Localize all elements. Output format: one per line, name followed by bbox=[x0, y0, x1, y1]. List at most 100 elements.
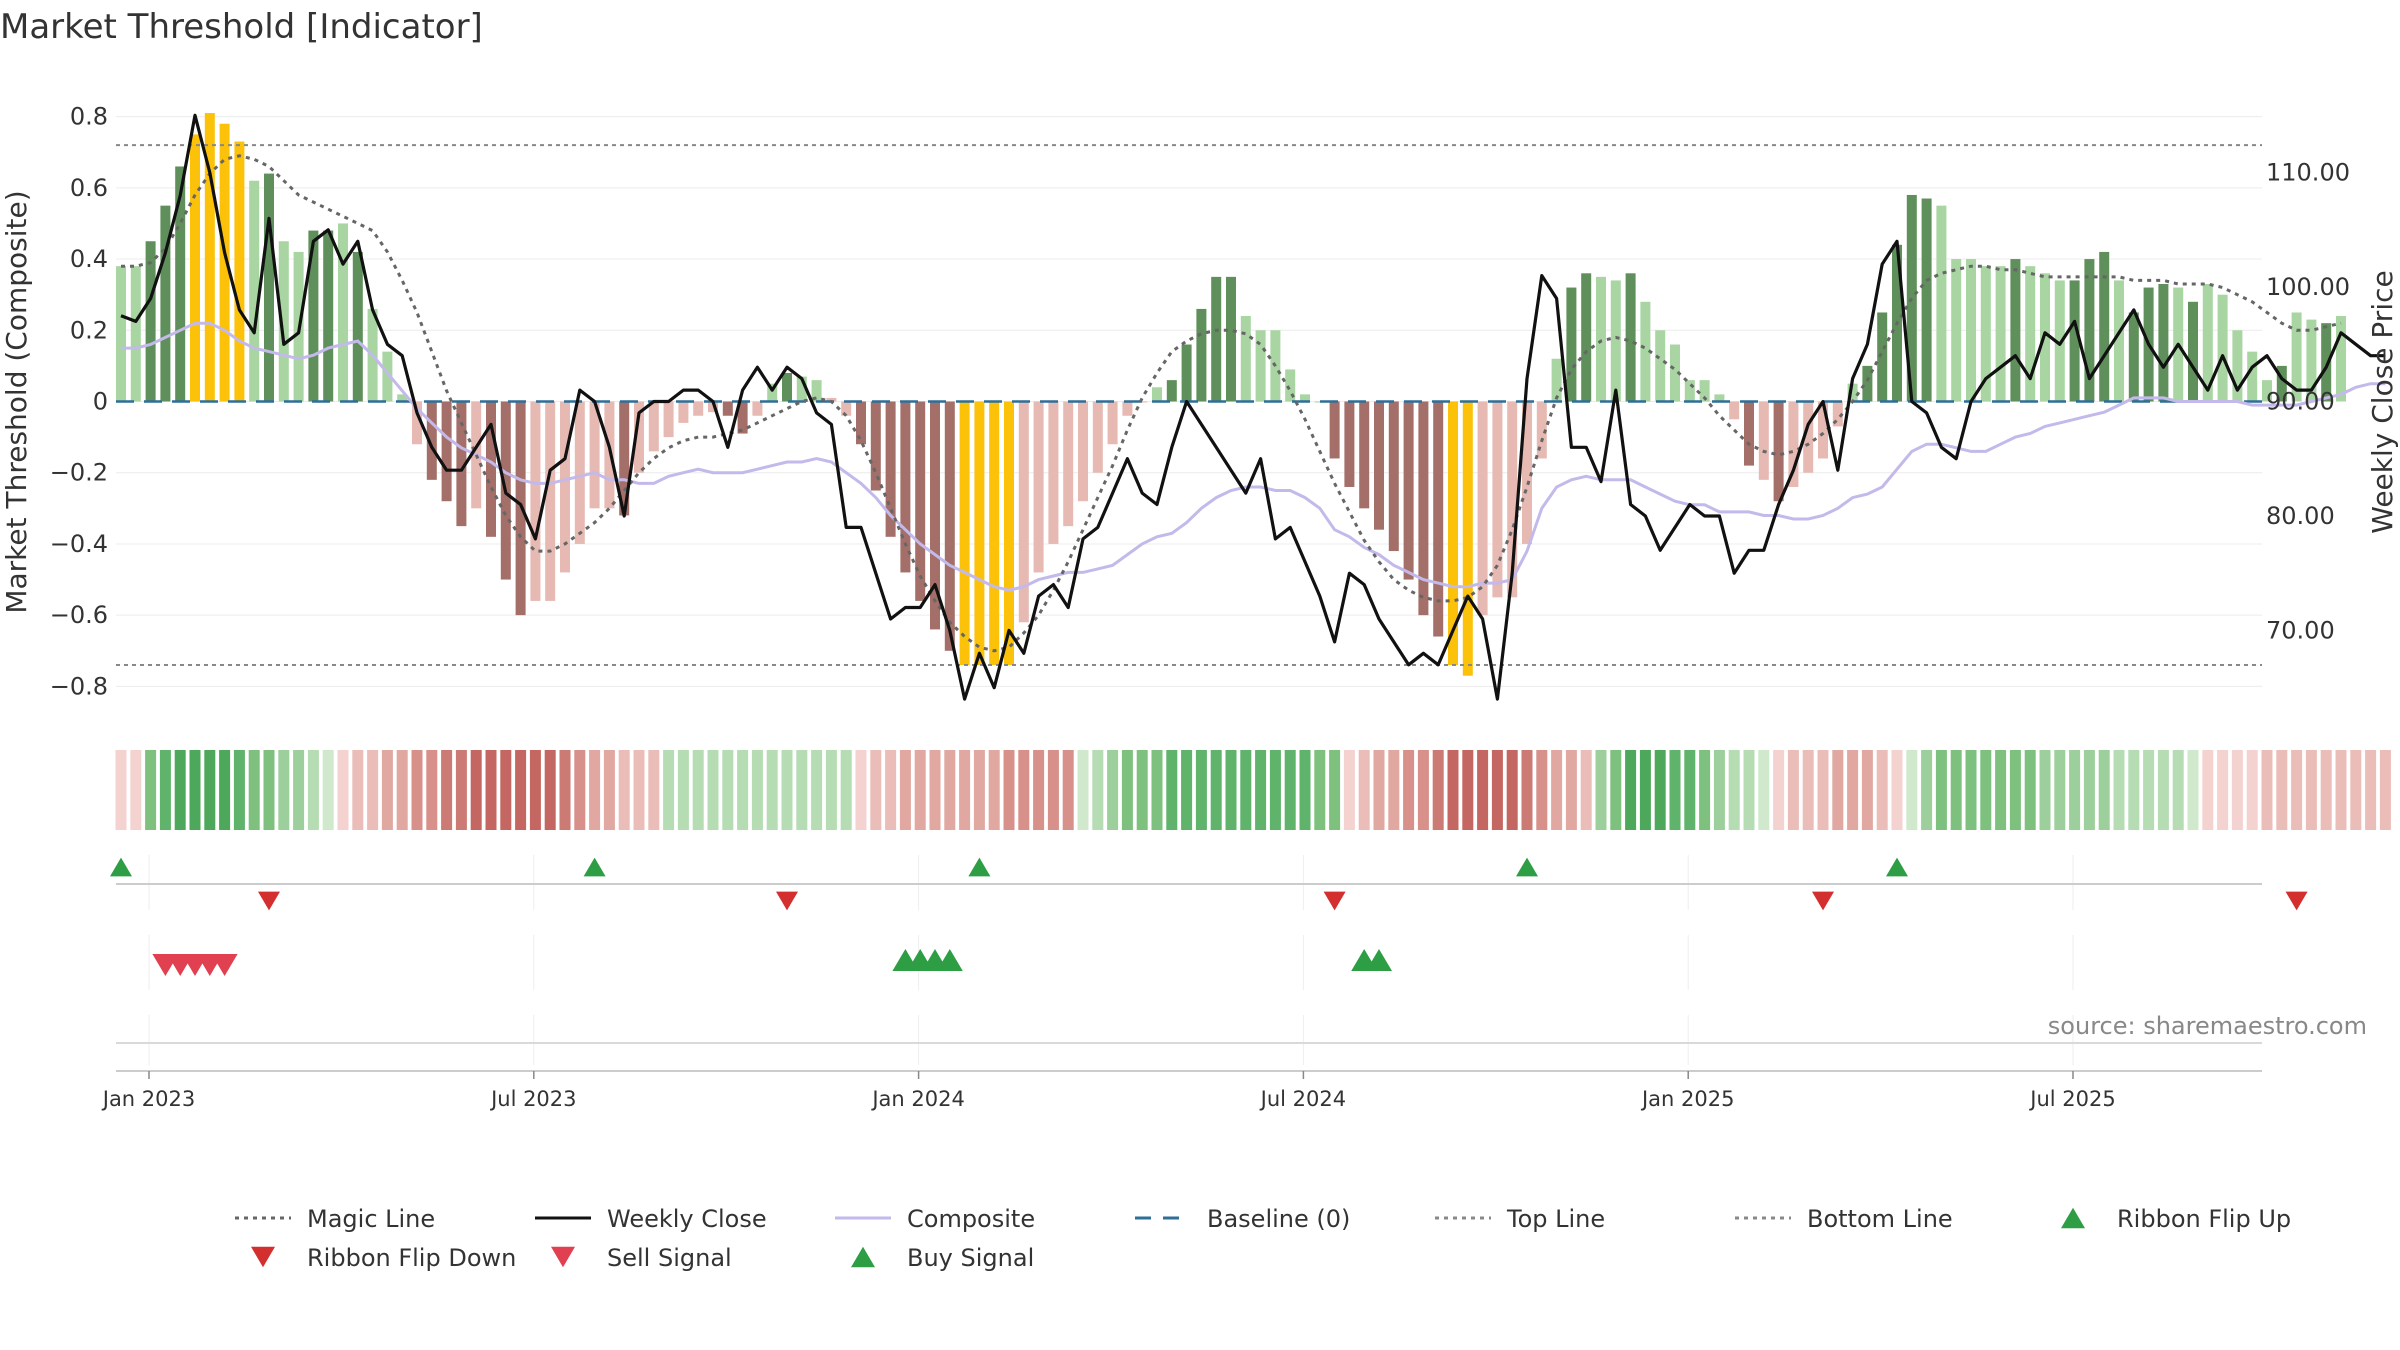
ribbon-cell bbox=[1758, 750, 1770, 830]
composite-bar bbox=[811, 380, 822, 402]
composite-bar bbox=[1329, 401, 1340, 459]
ribbon-cell bbox=[1906, 750, 1918, 830]
composite-bar bbox=[589, 401, 600, 509]
legend-item: Magic Line bbox=[235, 1205, 435, 1233]
composite-bar bbox=[1847, 383, 1858, 402]
ribbon-cell bbox=[455, 750, 467, 830]
composite-bar bbox=[1610, 280, 1621, 402]
left-axis: 0.8 0.6 0.4 0.2 0 −0.2 −0.4 −0.6 −0.8 bbox=[50, 103, 108, 701]
ribbon-cell bbox=[1314, 750, 1326, 830]
composite-bar bbox=[1995, 266, 2006, 402]
composite-bar bbox=[1640, 301, 1651, 402]
composite-bar bbox=[2262, 380, 2272, 402]
ribbon-cell bbox=[1891, 750, 1903, 830]
legend-label: Composite bbox=[907, 1205, 1035, 1233]
ribbon-cell bbox=[1343, 750, 1355, 830]
composite-bar bbox=[397, 394, 408, 402]
ribbon-flip-down-marker bbox=[2285, 891, 2308, 911]
composite-bar bbox=[1818, 401, 1828, 459]
ribbon-cell bbox=[189, 750, 201, 830]
ribbon-cell bbox=[426, 750, 438, 830]
composite-bar bbox=[190, 134, 200, 402]
ribbon-cell bbox=[293, 750, 305, 830]
legend-item: Buy Signal bbox=[851, 1244, 1034, 1272]
ribbon-cell bbox=[944, 750, 956, 830]
ribbon-cell bbox=[2039, 750, 2051, 830]
ribbon-cell bbox=[1536, 750, 1548, 830]
ribbon-cell bbox=[988, 750, 1000, 830]
composite-bar bbox=[2084, 259, 2095, 402]
composite-bar bbox=[175, 166, 186, 402]
legend-item: Bottom Line bbox=[1735, 1205, 1953, 1233]
ribbon-cell bbox=[855, 750, 867, 830]
ribbon-flip-down-marker bbox=[258, 891, 280, 911]
ribbon-cell bbox=[352, 750, 364, 830]
right-tick-label: 90.00 bbox=[2266, 388, 2335, 416]
composite-bar bbox=[1729, 401, 1740, 420]
composite-bar bbox=[1492, 401, 1503, 598]
right-tick-label: 80.00 bbox=[2266, 502, 2335, 530]
ribbon-cell bbox=[2320, 750, 2332, 830]
ribbon-cell bbox=[544, 750, 556, 830]
ribbon-cell bbox=[2128, 750, 2140, 830]
composite-bar bbox=[663, 401, 674, 438]
composite-bar bbox=[234, 141, 245, 402]
composite-bar bbox=[796, 376, 807, 402]
composite-bar bbox=[2158, 283, 2169, 402]
composite-bar bbox=[1773, 401, 1784, 502]
ribbon-cell bbox=[1077, 750, 1089, 830]
ribbon-cell bbox=[381, 750, 393, 830]
composite-bar bbox=[1107, 401, 1118, 445]
legend: Magic Line Weekly Close Composite Baseline … bbox=[235, 1205, 2291, 1272]
legend-label: Baseline (0) bbox=[1207, 1205, 1350, 1233]
ribbon-cell bbox=[1625, 750, 1637, 830]
buy-signal-marker bbox=[1366, 948, 1392, 972]
ribbon-flip-down-marker bbox=[1323, 891, 1346, 911]
ribbon-cell bbox=[885, 750, 897, 830]
composite-bar bbox=[1359, 401, 1370, 509]
composite-bar bbox=[1063, 401, 1074, 527]
composite-bar bbox=[1744, 401, 1754, 466]
ribbon-flip-up-marker bbox=[968, 857, 991, 877]
source-label: source: sharemaestro.com bbox=[2048, 1012, 2367, 1040]
ribbon-cell bbox=[1995, 750, 2007, 830]
composite-bar bbox=[2247, 351, 2258, 402]
composite-bar bbox=[545, 401, 556, 601]
ribbon-cell bbox=[1551, 750, 1563, 830]
ribbon-cell bbox=[589, 750, 601, 830]
ribbon-cell bbox=[959, 750, 971, 830]
composite-bar bbox=[604, 401, 615, 509]
composite-bar bbox=[1033, 401, 1044, 573]
ribbon-cell bbox=[2246, 750, 2258, 830]
legend-label: Sell Signal bbox=[607, 1244, 732, 1272]
ribbon-cell bbox=[648, 750, 660, 830]
ribbon-cell bbox=[1107, 750, 1119, 830]
composite-bar bbox=[2291, 312, 2302, 402]
ribbon-cell bbox=[1358, 750, 1370, 830]
ribbon-cell bbox=[322, 750, 334, 830]
ribbon-cell bbox=[1195, 750, 1207, 830]
legend-label: Magic Line bbox=[307, 1205, 435, 1233]
ribbon-cell bbox=[914, 750, 926, 830]
composite-bar bbox=[1048, 401, 1059, 544]
right-tick-label: 100.00 bbox=[2266, 273, 2350, 301]
ribbon-cell bbox=[1506, 750, 1518, 830]
composite-bar bbox=[930, 401, 940, 630]
ribbon-cell bbox=[899, 750, 911, 830]
ribbon-cell bbox=[337, 750, 349, 830]
composite-bar bbox=[219, 123, 230, 402]
composite-bar bbox=[989, 401, 1000, 666]
composite-bar bbox=[1477, 401, 1488, 616]
composite-bar bbox=[1462, 401, 1473, 676]
composite-bar bbox=[1966, 259, 1976, 402]
ribbon-cell bbox=[1832, 750, 1844, 830]
date-axis: Jan 2023 Jul 2023 Jan 2024 Jul 2024 Jan 2025… bbox=[101, 1070, 2262, 1111]
composite-bar bbox=[2232, 330, 2243, 402]
ribbon-cell bbox=[1062, 750, 1074, 830]
ribbon-cell bbox=[278, 750, 290, 830]
ribbon-cell bbox=[737, 750, 749, 830]
ribbon-cell bbox=[1225, 750, 1237, 830]
composite-bars bbox=[116, 113, 2346, 676]
composite-bar bbox=[560, 401, 570, 573]
